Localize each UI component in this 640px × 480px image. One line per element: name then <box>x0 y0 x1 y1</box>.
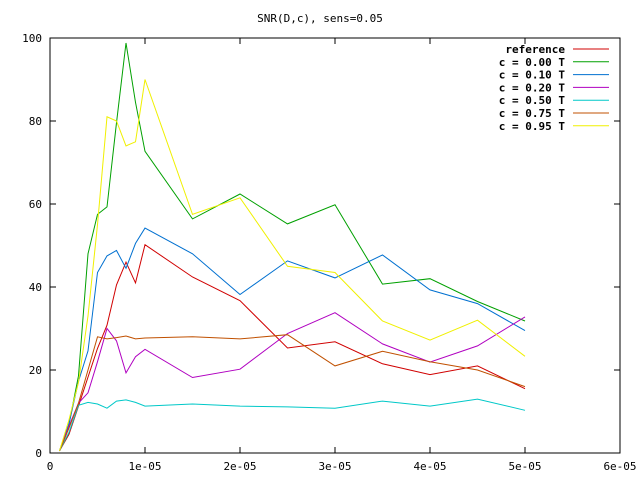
legend-label: reference <box>505 43 565 56</box>
legend-label: c = 0.10 T <box>499 69 566 82</box>
series-line-3 <box>59 312 526 452</box>
x-tick-label: 3e-05 <box>318 460 351 473</box>
series-line-5 <box>59 334 526 452</box>
y-tick-label: 40 <box>29 281 42 294</box>
series-line-6 <box>59 79 526 452</box>
y-tick-label: 60 <box>29 198 42 211</box>
legend-label: c = 0.20 T <box>499 81 566 94</box>
series-group <box>59 42 526 452</box>
y-tick-label: 20 <box>29 364 42 377</box>
x-tick-label: 4e-05 <box>413 460 446 473</box>
chart-title: SNR(D,c), sens=0.05 <box>257 12 383 25</box>
series-line-0 <box>59 243 526 452</box>
x-tick-label: 1e-05 <box>128 460 161 473</box>
axis-ticks: 0 1e-05 2e-05 3e-05 4e-05 5e-05 6e-05 0 20 40 60 80… <box>22 32 636 473</box>
series-line-1 <box>59 42 526 452</box>
series-line-2 <box>59 227 526 452</box>
x-tick-label: 0 <box>47 460 54 473</box>
y-tick-label: 100 <box>22 32 42 45</box>
legend-label: c = 0.75 T <box>499 107 566 120</box>
x-tick-label: 6e-05 <box>603 460 636 473</box>
y-tick-label: 0 <box>35 447 42 460</box>
y-tick-label: 80 <box>29 115 42 128</box>
legend-label: c = 0.50 T <box>499 94 566 107</box>
legend-label: c = 0.00 T <box>499 56 566 69</box>
series-line-4 <box>59 398 526 452</box>
legend-label: c = 0.95 T <box>499 120 566 133</box>
x-tick-label: 2e-05 <box>223 460 256 473</box>
x-tick-label: 5e-05 <box>508 460 541 473</box>
